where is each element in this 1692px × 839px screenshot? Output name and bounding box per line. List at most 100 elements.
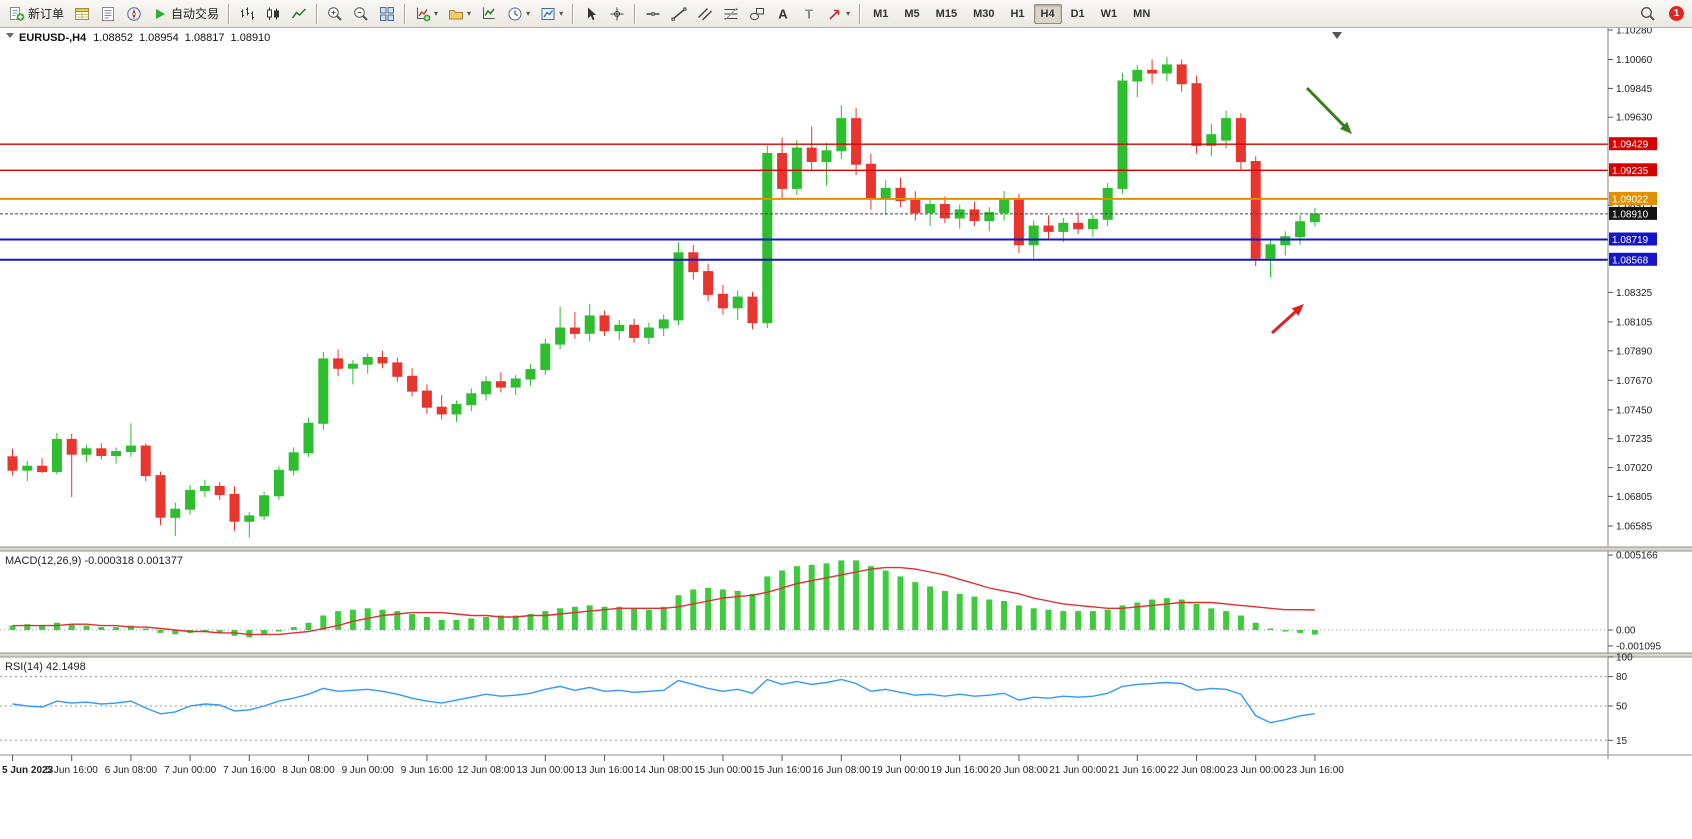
crosshair-tool-button[interactable] (604, 3, 630, 25)
clock-icon (508, 7, 522, 20)
autotrading-button[interactable]: 自动交易 (147, 3, 224, 25)
crosshair-icon (610, 7, 624, 20)
market-watch-icon (75, 7, 90, 20)
price-tick-label: 1.06805 (1616, 492, 1653, 503)
rsi-axis-label: 15 (1616, 736, 1628, 747)
red-up-arrow[interactable] (1270, 304, 1304, 335)
macd-pane[interactable]: MACD(12,26,9) -0.000318 0.001377 0.005166… (0, 551, 1661, 653)
new-order-icon (10, 6, 25, 21)
new-chart-button[interactable]: ▾ (410, 3, 443, 25)
fibonacci-tool-button[interactable] (718, 3, 744, 25)
zoom-out-icon (354, 6, 368, 21)
svg-text:A: A (778, 6, 788, 21)
navigator-button[interactable] (121, 3, 147, 25)
time-tick-label: 14 Jun 08:00 (635, 765, 693, 776)
periods-button[interactable]: ▾ (502, 3, 535, 25)
time-tick-label: 23 Jun 00:00 (1227, 765, 1285, 776)
green-down-arrow[interactable] (1305, 86, 1352, 134)
dropdown-arrow-icon: ▾ (559, 9, 564, 18)
price-axis[interactable]: 1.10280 1.10060 1.09845 1.09630 1.08975 1.083… (1607, 26, 1692, 759)
profiles-icon (449, 9, 464, 19)
time-tick-label: 22 Jun 08:00 (1168, 765, 1226, 776)
collapse-panel-icon[interactable] (6, 33, 14, 38)
macd-axis-label: -0.001095 (1616, 641, 1661, 652)
time-tick-label: 13 Jun 00:00 (516, 765, 574, 776)
dropdown-arrow-icon: ▾ (846, 9, 851, 18)
price-tick-label: 1.07670 (1616, 376, 1653, 387)
bars-icon (241, 7, 255, 19)
rsi-pane[interactable]: RSI(14) 42.1498 100 80 50 15 (0, 653, 1633, 747)
time-tick-label: 19 Jun 00:00 (872, 765, 930, 776)
profiles-button[interactable]: ▾ (443, 3, 476, 25)
price-tick-label: 1.10280 (1616, 28, 1653, 37)
line-icon (291, 7, 307, 18)
search-button[interactable] (1635, 3, 1661, 25)
data-window-button[interactable] (95, 3, 121, 25)
timeframe-D1-button[interactable]: D1 (1070, 7, 1085, 20)
cursor-tool-button[interactable] (578, 3, 604, 25)
indicators-list-button[interactable] (476, 3, 502, 25)
text-tool-button[interactable]: A (770, 3, 796, 25)
hline-icon (646, 11, 660, 16)
shapes-tool-button[interactable] (744, 3, 770, 25)
indicators-icon (483, 7, 495, 19)
zoom-in-button[interactable] (322, 3, 348, 25)
timeframe-M1-button[interactable]: M1 (873, 7, 889, 20)
price-tick-label: 1.08105 (1616, 317, 1653, 328)
price-tick-label: 1.09630 (1616, 113, 1653, 124)
pane-splitter[interactable] (0, 546, 1692, 552)
timeframe-H1-button[interactable]: H1 (1010, 7, 1025, 20)
timeframe-W1-button[interactable]: W1 (1100, 7, 1118, 20)
time-tick-label: 12 Jun 08:00 (457, 765, 515, 776)
time-tick-label: 21 Jun 00:00 (1049, 765, 1107, 776)
tile-icon (380, 6, 395, 21)
notification-badge[interactable]: 1 (1669, 6, 1684, 21)
price-tick-label: 1.07235 (1616, 434, 1653, 445)
main-chart-pane[interactable]: EURUSD-,H4 1.08852 1.08954 1.08817 1.08910 (0, 32, 1608, 538)
macd-axis-label: 0.005166 (1616, 551, 1658, 562)
pane-splitter[interactable] (0, 652, 1692, 658)
label-tool-button[interactable]: T (796, 3, 822, 25)
channel-tool-button[interactable] (692, 3, 718, 25)
zoom-out-button[interactable] (348, 3, 374, 25)
market-watch-button[interactable] (69, 3, 95, 25)
timeframe-H4-button[interactable]: H4 (1033, 3, 1062, 24)
main-toolbar: 新订单 自动交易 ▾ ▾ ▾ ▾ A T ▾ M1 M5 M15 M30 H1 H4 D1 W1 MN 1 (0, 0, 1692, 28)
time-tick-label: 8 Jun 08:00 (282, 765, 335, 776)
price-tick-label: 1.07450 (1616, 405, 1653, 416)
timeframe-MN-button[interactable]: MN (1133, 7, 1151, 20)
timeframe-M15-button[interactable]: M15 (935, 7, 958, 20)
time-tick-label: 7 Jun 16:00 (223, 765, 276, 776)
candlestick-series (7, 56, 1320, 538)
horizontal-line-tool-button[interactable] (640, 3, 666, 25)
price-marker-label: 1.09429 (1612, 140, 1649, 151)
tile-windows-button[interactable] (374, 3, 400, 25)
macd-axis-label: 0.00 (1616, 626, 1636, 637)
timeframe-M5-button[interactable]: M5 (904, 7, 920, 20)
timeframe-M30-button[interactable]: M30 (973, 7, 995, 20)
arrow-icon (829, 9, 840, 20)
dropdown-arrow-icon: ▾ (434, 9, 439, 18)
line-chart-mode-button[interactable] (286, 3, 312, 25)
new-order-button[interactable]: 新订单 (4, 3, 69, 25)
template-icon (541, 7, 555, 20)
chart-shift-marker[interactable] (1332, 32, 1342, 39)
time-tick-label: 5 Jun 2023 (2, 765, 54, 776)
dropdown-arrow-icon: ▾ (467, 9, 472, 18)
templates-button[interactable]: ▾ (535, 3, 568, 25)
bar-chart-mode-button[interactable] (234, 3, 260, 25)
chart-window[interactable]: EURUSD-,H4 1.08852 1.08954 1.08817 1.08910 1.… (0, 26, 1692, 839)
trendline-tool-button[interactable] (666, 3, 692, 25)
time-tick-label: 23 Jun 16:00 (1286, 765, 1344, 776)
price-tick-label: 1.10060 (1616, 55, 1653, 66)
trendline-icon (671, 7, 687, 21)
arrows-tool-button[interactable]: ▾ (822, 3, 855, 25)
candle-chart-mode-button[interactable] (260, 3, 286, 25)
rsi-axis-label: 80 (1616, 672, 1628, 683)
new-chart-icon (417, 7, 431, 21)
price-marker-label: 1.09235 (1612, 166, 1649, 177)
chart-canvas[interactable]: EURUSD-,H4 1.08852 1.08954 1.08817 1.08910 1.… (0, 26, 1692, 839)
toolbar-separator (572, 3, 575, 24)
time-tick-label: 20 Jun 08:00 (990, 765, 1048, 776)
